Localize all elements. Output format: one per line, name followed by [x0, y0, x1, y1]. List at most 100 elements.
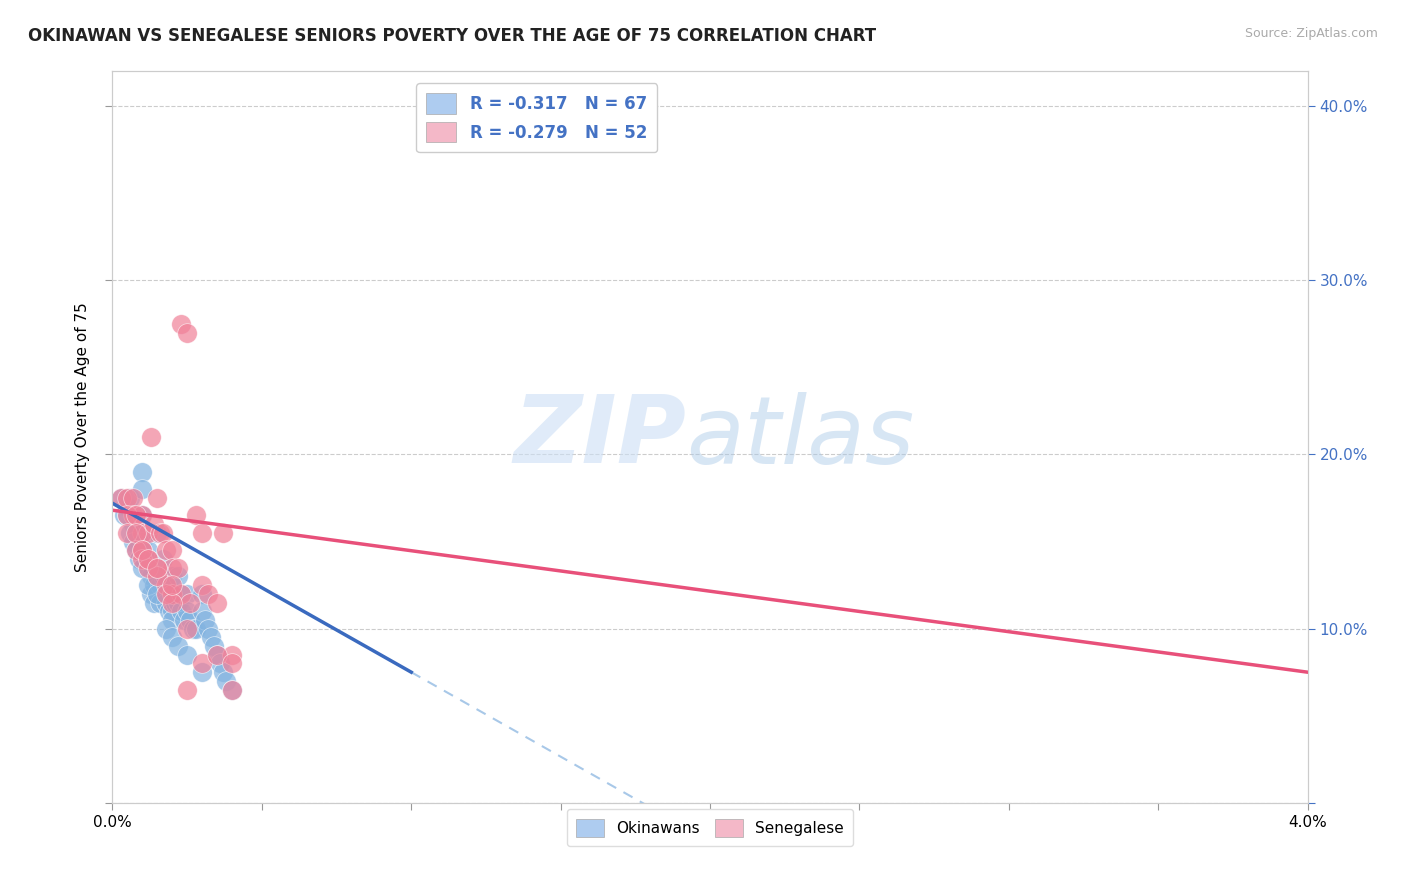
Point: [155, 578, 177, 592]
Point: [131, 508, 153, 523]
Point: [141, 569, 163, 583]
Point: [155, 622, 177, 636]
Point: [221, 682, 243, 697]
Point: [120, 491, 142, 505]
Point: [181, 622, 204, 636]
Point: [131, 543, 153, 558]
Point: [212, 665, 235, 680]
Point: [125, 543, 148, 558]
Point: [128, 552, 150, 566]
Point: [205, 648, 228, 662]
Point: [200, 631, 222, 645]
Point: [167, 560, 190, 574]
Point: [221, 682, 243, 697]
Point: [221, 657, 243, 671]
Point: [141, 587, 163, 601]
Point: [176, 587, 198, 601]
Point: [202, 639, 225, 653]
Point: [110, 491, 132, 505]
Point: [131, 508, 153, 523]
Point: [131, 525, 153, 540]
Point: [138, 552, 160, 566]
Point: [146, 491, 169, 505]
Point: [167, 595, 190, 609]
Point: [125, 508, 148, 523]
Point: [162, 613, 183, 627]
Point: [117, 508, 139, 523]
Point: [117, 491, 139, 505]
Point: [138, 578, 160, 592]
Point: [205, 595, 228, 609]
Point: [170, 317, 193, 331]
Point: [152, 552, 174, 566]
Point: [212, 525, 235, 540]
Point: [122, 517, 145, 532]
Point: [134, 552, 156, 566]
Point: [122, 508, 145, 523]
Point: [146, 525, 169, 540]
Point: [125, 525, 148, 540]
Point: [122, 491, 145, 505]
Point: [173, 613, 195, 627]
Point: [170, 587, 193, 601]
Point: [110, 491, 132, 505]
Point: [120, 525, 142, 540]
Point: [138, 552, 160, 566]
Point: [162, 631, 183, 645]
Point: [114, 508, 135, 523]
Point: [125, 525, 148, 540]
Point: [143, 517, 166, 532]
Point: [131, 534, 153, 549]
Point: [162, 587, 183, 601]
Point: [162, 578, 183, 592]
Point: [176, 682, 198, 697]
Point: [191, 604, 214, 618]
Point: [155, 578, 177, 592]
Point: [149, 578, 172, 592]
Point: [131, 560, 153, 574]
Point: [155, 543, 177, 558]
Point: [167, 569, 190, 583]
Point: [176, 604, 198, 618]
Y-axis label: Seniors Poverty Over the Age of 75: Seniors Poverty Over the Age of 75: [75, 302, 90, 572]
Point: [170, 604, 193, 618]
Text: Source: ZipAtlas.com: Source: ZipAtlas.com: [1244, 27, 1378, 40]
Point: [149, 595, 172, 609]
Point: [152, 525, 174, 540]
Point: [146, 587, 169, 601]
Point: [167, 639, 190, 653]
Point: [138, 543, 160, 558]
Point: [179, 613, 201, 627]
Point: [146, 560, 169, 574]
Point: [209, 657, 232, 671]
Point: [186, 508, 208, 523]
Point: [155, 587, 177, 601]
Point: [131, 465, 153, 479]
Point: [197, 622, 219, 636]
Point: [215, 673, 238, 688]
Point: [197, 587, 219, 601]
Point: [122, 534, 145, 549]
Point: [191, 665, 214, 680]
Point: [149, 525, 172, 540]
Point: [131, 483, 153, 497]
Point: [176, 326, 198, 340]
Point: [165, 595, 187, 609]
Point: [176, 648, 198, 662]
Point: [157, 604, 180, 618]
Point: [221, 648, 243, 662]
Text: OKINAWAN VS SENEGALESE SENIORS POVERTY OVER THE AGE OF 75 CORRELATION CHART: OKINAWAN VS SENEGALESE SENIORS POVERTY O…: [28, 27, 876, 45]
Point: [162, 587, 183, 601]
Point: [141, 430, 163, 444]
Point: [117, 508, 139, 523]
Point: [191, 578, 214, 592]
Legend: Okinawans, Senegalese: Okinawans, Senegalese: [567, 809, 853, 847]
Point: [117, 525, 139, 540]
Point: [146, 569, 169, 583]
Point: [194, 613, 217, 627]
Point: [191, 525, 214, 540]
Point: [162, 595, 183, 609]
Text: ZIP: ZIP: [513, 391, 686, 483]
Point: [191, 657, 214, 671]
Point: [131, 543, 153, 558]
